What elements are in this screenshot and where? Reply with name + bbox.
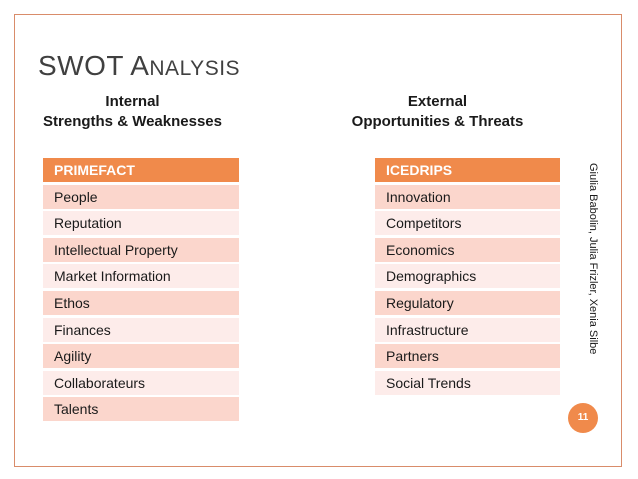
slide-title: SWOT ANALYSIS: [38, 50, 240, 82]
internal-heading: Internal Strengths & Weaknesses: [30, 92, 235, 132]
table-row: Intellectual Property: [43, 237, 239, 262]
table-row: Regulatory: [375, 290, 560, 315]
icedrips-table-header: ICEDRIPS: [375, 158, 560, 182]
table-row: Social Trends: [375, 370, 560, 395]
table-row: Innovation: [375, 184, 560, 209]
table-row: Finances: [43, 317, 239, 342]
internal-heading-line2: Strengths & Weaknesses: [43, 113, 222, 130]
table-row: Partners: [375, 344, 560, 369]
table-row: Ethos: [43, 290, 239, 315]
primefact-table: PRIMEFACT People Reputation Intellectual…: [43, 158, 239, 424]
table-row: Infrastructure: [375, 317, 560, 342]
table-row: Reputation: [43, 211, 239, 236]
table-row: Demographics: [375, 264, 560, 289]
table-row: Talents: [43, 397, 239, 422]
table-row: Market Information: [43, 264, 239, 289]
external-heading-line2: Opportunities & Threats: [351, 113, 524, 130]
title-rest: NALYSIS: [149, 57, 241, 80]
primefact-table-header: PRIMEFACT: [43, 158, 239, 182]
table-row: People: [43, 184, 239, 209]
page-number-badge: 11: [568, 403, 598, 433]
internal-heading-line1: Internal: [105, 93, 160, 110]
icedrips-table: ICEDRIPS Innovation Competitors Economic…: [375, 158, 560, 397]
table-row: Competitors: [375, 211, 560, 236]
table-row: Collaborateurs: [43, 370, 239, 395]
title-first: SWOT A: [38, 50, 150, 81]
table-row: Agility: [43, 344, 239, 369]
external-heading-line1: External: [407, 93, 468, 110]
author-credit: Giulia Babolin, Julia Frizler, Xenia Sil…: [587, 163, 599, 355]
external-heading: External Opportunities & Threats: [340, 92, 535, 132]
slide-frame: [14, 14, 622, 467]
table-row: Economics: [375, 237, 560, 262]
